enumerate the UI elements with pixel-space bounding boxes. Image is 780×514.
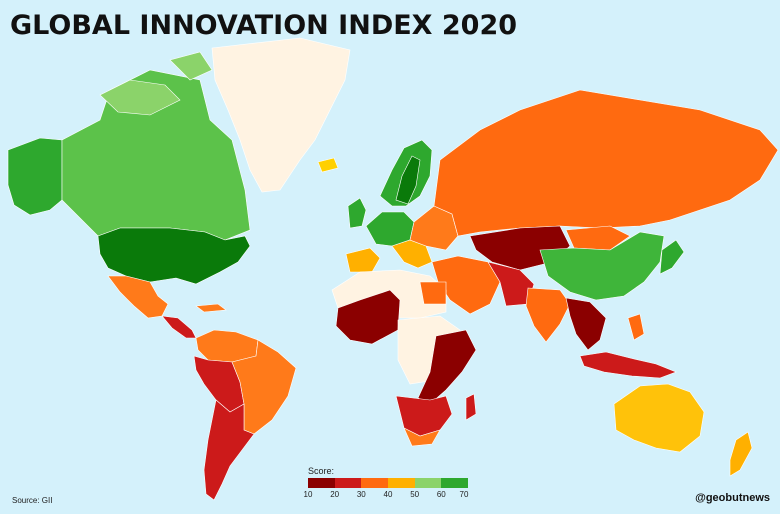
region-uk — [347, 197, 367, 229]
region-alaska — [7, 137, 63, 216]
legend-swatch-60-70 — [441, 478, 469, 488]
legend-swatch-10-20 — [308, 478, 335, 488]
source-note: Source: GII — [12, 496, 53, 505]
region-caribbean — [195, 303, 227, 313]
region-mongolia — [565, 225, 631, 251]
region-india — [525, 287, 571, 343]
legend-swatch-20-30 — [334, 478, 362, 488]
region-madagascar — [465, 393, 477, 421]
region-usa — [97, 227, 251, 285]
legend-swatch-40-50 — [388, 478, 415, 488]
region-japan — [659, 239, 685, 275]
legend-color-bar — [308, 478, 469, 488]
legend-ticks: 10 20 30 40 50 60 70 — [304, 490, 469, 502]
legend-tick: 60 — [436, 490, 446, 499]
region-arctic-islands — [99, 51, 213, 116]
region-indonesia — [579, 351, 677, 379]
map-title: GLOBAL INNOVATION INDEX 2020 — [10, 10, 518, 41]
credit-handle: @geobutnews — [695, 492, 770, 504]
region-brazil — [231, 339, 297, 435]
legend-tick: 10 — [303, 490, 313, 499]
region-china — [539, 231, 665, 301]
legend-swatch-30-40 — [361, 478, 389, 488]
region-mexico — [107, 275, 169, 319]
region-south-africa — [403, 427, 441, 447]
region-greenland — [211, 37, 351, 193]
region-iberia — [345, 247, 381, 273]
region-new-zealand — [729, 431, 753, 477]
legend-tick: 70 — [459, 490, 469, 499]
legend-tick: 40 — [383, 490, 393, 499]
region-iceland — [317, 157, 339, 173]
region-southeast-asia — [565, 297, 607, 351]
region-russia — [433, 89, 779, 237]
region-sweden — [395, 155, 421, 205]
legend-tick: 30 — [356, 490, 366, 499]
legend-tick: 20 — [330, 490, 340, 499]
region-philippines — [627, 313, 645, 341]
legend-title: Score: — [308, 466, 335, 476]
region-east-africa — [417, 329, 477, 405]
legend-tick: 50 — [410, 490, 420, 499]
score-legend: Score: 10 20 30 40 50 60 70 — [304, 466, 469, 502]
region-egypt — [419, 281, 447, 305]
region-southern-cone — [203, 399, 255, 501]
region-australia — [613, 383, 705, 453]
legend-swatch-50-60 — [414, 478, 442, 488]
